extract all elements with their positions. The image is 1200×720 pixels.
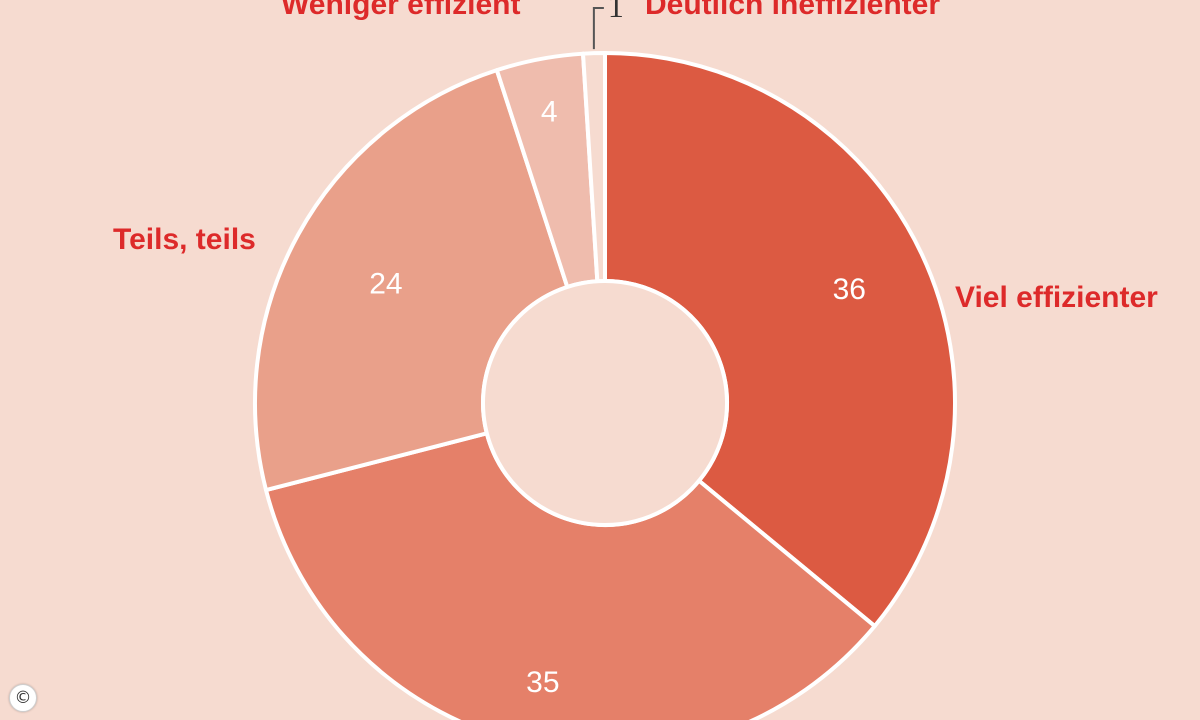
value-labels: 36 35 24 4 [369,95,866,699]
donut-center [481,279,729,527]
category-label: Deutlich ineffizienter [645,0,941,21]
value-label: 24 [369,268,402,301]
leader-line: 1 [592,0,624,50]
copyright-icon: © [9,684,37,712]
category-label: Weniger effizient [281,0,521,21]
value-label: 36 [833,273,866,306]
donut-slices [253,51,957,720]
value-label: 4 [541,95,558,128]
leader-line-segment [592,7,604,50]
category-label: Teils, teils [113,223,256,256]
value-label: 1 [608,0,624,24]
value-label: 35 [526,666,559,699]
category-label: Viel effizienter [955,281,1158,314]
donut-hole [481,279,729,527]
